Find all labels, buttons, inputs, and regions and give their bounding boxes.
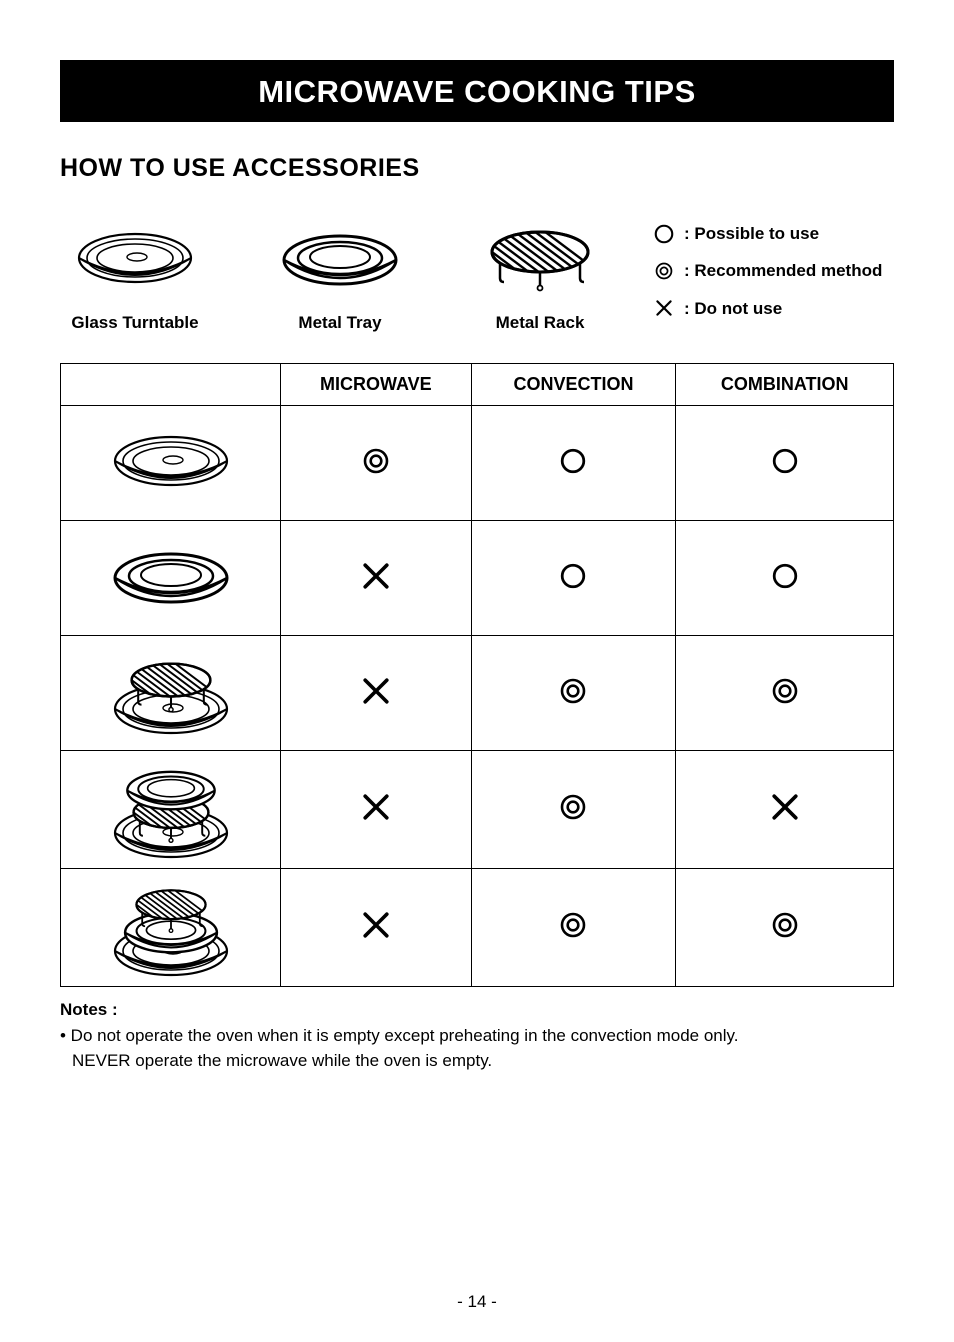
page-title-bar: MICROWAVE COOKING TIPS <box>60 60 894 122</box>
notes-block: Notes : • Do not operate the oven when i… <box>60 997 894 1074</box>
notes-line: NEVER operate the microwave while the ov… <box>60 1048 894 1074</box>
cell-mark <box>281 521 472 636</box>
table-row <box>61 869 894 987</box>
row-accessory-icon <box>61 751 281 869</box>
cell-mark <box>471 521 676 636</box>
accessory-label: Metal Rack <box>470 313 610 333</box>
cell-mark <box>281 869 472 987</box>
usage-table: MICROWAVE CONVECTION COMBINATION <box>60 363 894 987</box>
x-mark-icon <box>650 297 678 319</box>
page: MICROWAVE COOKING TIPS HOW TO USE ACCESS… <box>0 0 954 1342</box>
legend-donot: : Do not use <box>650 290 882 327</box>
row-accessory-icon <box>61 869 281 987</box>
legend: : Possible to use : Recommended method :… <box>650 215 882 333</box>
double-circle-icon <box>650 260 678 282</box>
th-microwave: MICROWAVE <box>281 364 472 406</box>
circle-outline-icon <box>650 223 678 245</box>
table-row <box>61 521 894 636</box>
cell-mark <box>676 406 894 521</box>
legend-recommended: : Recommended method <box>650 252 882 289</box>
metal-tray-icon <box>270 213 410 303</box>
cell-mark <box>471 406 676 521</box>
section-subtitle: HOW TO USE ACCESSORIES <box>60 154 894 183</box>
accessories-row: Glass Turntable Metal Tray Metal Rack : … <box>60 213 894 333</box>
row-accessory-icon <box>61 636 281 751</box>
cell-mark <box>281 751 472 869</box>
page-number: - 14 - <box>0 1292 954 1312</box>
table-row <box>61 751 894 869</box>
table-row <box>61 406 894 521</box>
cell-mark <box>676 636 894 751</box>
page-title: MICROWAVE COOKING TIPS <box>258 74 696 109</box>
cell-mark <box>281 406 472 521</box>
legend-text: : Possible to use <box>684 215 819 252</box>
cell-mark <box>676 751 894 869</box>
table-header-row: MICROWAVE CONVECTION COMBINATION <box>61 364 894 406</box>
accessory-metal-rack: Metal Rack <box>470 213 610 333</box>
th-combination: COMBINATION <box>676 364 894 406</box>
table-row <box>61 636 894 751</box>
th-blank <box>61 364 281 406</box>
cell-mark <box>471 869 676 987</box>
cell-mark <box>281 636 472 751</box>
notes-line: • Do not operate the oven when it is emp… <box>60 1023 894 1049</box>
legend-possible: : Possible to use <box>650 215 882 252</box>
accessory-label: Glass Turntable <box>60 313 210 333</box>
row-accessory-icon <box>61 521 281 636</box>
cell-mark <box>676 869 894 987</box>
accessory-metal-tray: Metal Tray <box>270 213 410 333</box>
metal-rack-icon <box>470 213 610 303</box>
row-accessory-icon <box>61 406 281 521</box>
cell-mark <box>471 636 676 751</box>
glass-turntable-icon <box>60 213 210 303</box>
accessory-glass-turntable: Glass Turntable <box>60 213 210 333</box>
accessory-label: Metal Tray <box>270 313 410 333</box>
legend-text: : Do not use <box>684 290 782 327</box>
cell-mark <box>676 521 894 636</box>
cell-mark <box>471 751 676 869</box>
notes-heading: Notes : <box>60 997 894 1023</box>
th-convection: CONVECTION <box>471 364 676 406</box>
legend-text: : Recommended method <box>684 252 882 289</box>
